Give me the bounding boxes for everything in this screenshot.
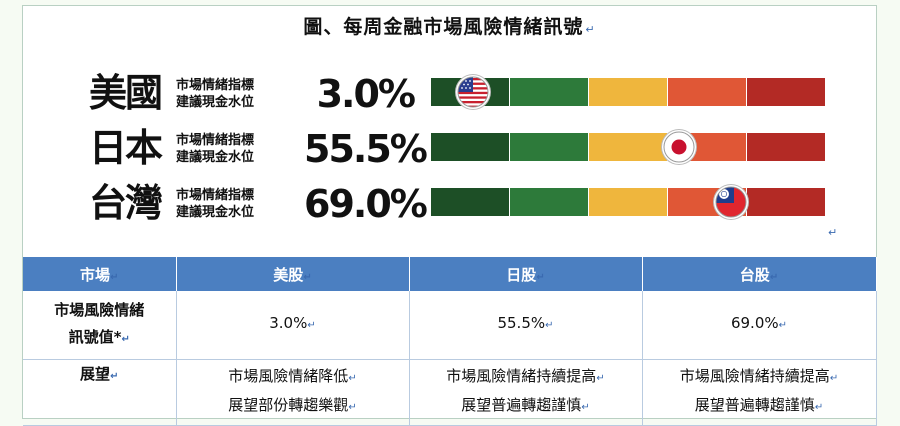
- table-header: 市場↵: [23, 257, 177, 291]
- taiwan-flag-icon: [714, 185, 749, 219]
- para-mark: ↵: [348, 373, 357, 384]
- table-cell: 市場風險情緒降低↵ 展望部份轉趨樂觀↵: [176, 359, 410, 426]
- bar-segment: [510, 188, 588, 216]
- table-cell: 69.0%↵: [642, 291, 877, 360]
- para-mark: ↵: [307, 320, 316, 332]
- japan-flag-icon: [661, 130, 696, 164]
- country-name: 台灣: [89, 181, 163, 225]
- header-text: 日股: [506, 265, 537, 284]
- cell-line2: 展望普遍轉趨謹慎: [461, 396, 582, 414]
- para-mark: ↵: [121, 333, 130, 345]
- indicator-value: 55.5%: [304, 127, 428, 171]
- bar-segment: [431, 188, 509, 216]
- row-header: 展望↵: [23, 359, 177, 426]
- table-cell: 55.5%↵: [409, 291, 643, 360]
- bar-segment: [431, 133, 509, 161]
- country-name: 日本: [89, 126, 163, 170]
- table-header: 日股↵: [409, 257, 643, 291]
- cell-line1: 市場風險情緒持續提高: [446, 367, 597, 385]
- bar-segment: [747, 133, 825, 161]
- bar-segment: [510, 133, 588, 161]
- label-line1: 市場情緒指標: [176, 133, 255, 148]
- label-line1: 市場情緒指標: [176, 78, 255, 93]
- cell-line2: 展望部份轉趨樂觀: [228, 396, 349, 414]
- label-line1: 市場情緒指標: [176, 188, 255, 203]
- us-flag-icon: [455, 75, 490, 109]
- indicator-bar: [431, 185, 825, 219]
- header-text: 台股: [739, 265, 770, 284]
- table-cell: 3.0%↵: [176, 291, 410, 360]
- para-mark: ↵: [110, 271, 119, 283]
- label-line2: 建議現金水位: [176, 205, 255, 220]
- para-mark: ↵: [536, 271, 545, 283]
- para-mark: ↵: [778, 320, 788, 332]
- indicator-value: 69.0%: [304, 182, 428, 226]
- header-text: 市場: [80, 265, 111, 284]
- table-cell: 市場風險情緒持續提高↵ 展望普遍轉趨謹慎↵: [409, 359, 643, 426]
- table-header: 美股↵: [176, 257, 410, 291]
- indicator-label: 市場情緒指標 建議現金水位: [176, 132, 254, 166]
- indicator-bar: [431, 130, 825, 164]
- para-mark: ↵: [581, 402, 590, 413]
- row-header-line1: 市場風險情緒: [54, 300, 145, 319]
- bar-segment: [510, 78, 588, 106]
- para-mark: ↵: [596, 373, 605, 384]
- bar-segment: [589, 78, 667, 106]
- bar-segment: [589, 133, 667, 161]
- indicator-value: 3.0%: [316, 72, 416, 116]
- row-header-line2: 訊號值*: [68, 327, 122, 346]
- para-mark: ↵: [545, 320, 554, 332]
- para-mark: ↵: [348, 402, 357, 413]
- table-row: 市場風險情緒 訊號值*↵ 3.0%↵ 55.5%↵ 69.0%↵: [23, 291, 877, 360]
- row-header: 市場風險情緒 訊號值*↵: [23, 291, 177, 360]
- table-header: 台股↵: [642, 257, 877, 291]
- figure-title: 圖、每周金融市場風險情緒訊號 ↵: [23, 12, 876, 39]
- table-row: 展望↵ 市場風險情緒降低↵ 展望部份轉趨樂觀↵ 市場風險情緒持續提高↵ 展望普遍…: [23, 359, 877, 426]
- label-line2: 建議現金水位: [176, 95, 255, 110]
- para-mark: ↵: [110, 370, 119, 382]
- cell-text: 3.0%: [269, 314, 308, 333]
- bar-segment: [747, 78, 825, 106]
- bar-segment: [747, 188, 825, 216]
- figure-frame: 圖、每周金融市場風險情緒訊號 ↵ 美國 市場情緒指標 建議現金水位 3.0%: [22, 5, 877, 426]
- para-mark: ↵: [829, 373, 839, 384]
- para-mark: ↵: [828, 226, 838, 239]
- para-mark: ↵: [303, 271, 312, 283]
- cell-text: 55.5%: [497, 314, 546, 333]
- cell-line2: 展望普遍轉趨謹慎: [694, 396, 815, 414]
- para-mark: ↵: [585, 23, 596, 36]
- indicator-label: 市場情緒指標 建議現金水位: [176, 77, 254, 111]
- table-cell: 市場風險情緒持續提高↵ 展望普遍轉趨謹慎↵: [642, 359, 877, 426]
- bar-segment: [668, 78, 746, 106]
- indicator-label: 市場情緒指標 建議現金水位: [176, 187, 254, 221]
- country-name: 美國: [89, 71, 163, 115]
- header-text: 美股: [273, 265, 304, 284]
- indicator-bar: [431, 75, 825, 109]
- cell-line1: 市場風險情緒降低: [228, 367, 349, 385]
- cell-line1: 市場風險情緒持續提高: [679, 367, 830, 385]
- title-text: 圖、每周金融市場風險情緒訊號: [303, 16, 584, 38]
- para-mark: ↵: [769, 271, 779, 283]
- para-mark: ↵: [814, 402, 824, 413]
- row-header-text: 展望: [80, 364, 111, 383]
- table-header-row: 市場↵ 美股↵ 日股↵ 台股↵: [23, 257, 877, 291]
- bar-segment: [589, 188, 667, 216]
- label-line2: 建議現金水位: [176, 150, 255, 165]
- signal-table: 市場↵ 美股↵ 日股↵ 台股↵ 市場風險情緒 訊號值*↵ 3.0%↵ 55.5%…: [23, 257, 877, 426]
- cell-text: 69.0%: [730, 314, 779, 333]
